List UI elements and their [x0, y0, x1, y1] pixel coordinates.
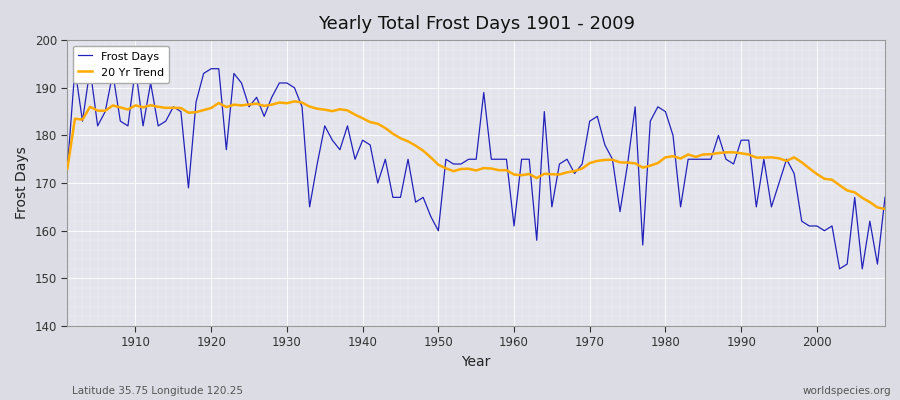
Frost Days — [342, 124, 353, 128]
20 Yr Trend — [122, 107, 133, 112]
20 Yr Trend — [517, 173, 527, 178]
20 Yr Trend — [508, 172, 519, 177]
Frost Days — [879, 195, 890, 200]
Legend: Frost Days, 20 Yr Trend: Frost Days, 20 Yr Trend — [73, 46, 169, 83]
Y-axis label: Frost Days: Frost Days — [15, 147, 29, 220]
20 Yr Trend — [297, 100, 308, 105]
X-axis label: Year: Year — [462, 355, 490, 369]
Frost Days — [834, 266, 845, 271]
Frost Days — [607, 157, 617, 162]
Frost Days — [130, 66, 141, 71]
Line: 20 Yr Trend: 20 Yr Trend — [68, 101, 885, 209]
Line: Frost Days: Frost Days — [68, 69, 885, 269]
Title: Yearly Total Frost Days 1901 - 2009: Yearly Total Frost Days 1901 - 2009 — [318, 15, 634, 33]
20 Yr Trend — [289, 99, 300, 104]
20 Yr Trend — [342, 108, 353, 113]
Text: Latitude 35.75 Longitude 120.25: Latitude 35.75 Longitude 120.25 — [72, 386, 243, 396]
Frost Days — [62, 166, 73, 171]
20 Yr Trend — [879, 207, 890, 212]
Frost Days — [517, 157, 527, 162]
Frost Days — [297, 104, 308, 109]
20 Yr Trend — [607, 157, 617, 162]
Text: worldspecies.org: worldspecies.org — [803, 386, 891, 396]
Frost Days — [508, 224, 519, 228]
20 Yr Trend — [62, 166, 73, 171]
Frost Days — [69, 66, 80, 71]
